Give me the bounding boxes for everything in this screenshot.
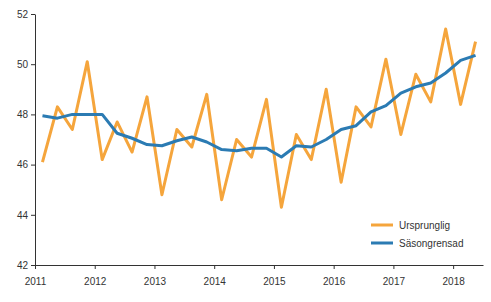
tick: 2017 bbox=[383, 265, 406, 287]
tick-label: 46 bbox=[17, 159, 29, 170]
tick: 2018 bbox=[443, 265, 466, 287]
tick-label: 2013 bbox=[144, 276, 167, 287]
tick: 2012 bbox=[84, 265, 107, 287]
plot: 2011 2012 2013 2014 2015 2016 2017 2018 42 44 46 48… bbox=[17, 9, 484, 287]
tick-label: 2018 bbox=[443, 276, 466, 287]
tick: 48 bbox=[17, 109, 35, 120]
series-line bbox=[42, 55, 475, 157]
tick: 2013 bbox=[144, 265, 167, 287]
tick: 44 bbox=[17, 210, 35, 221]
tick: 46 bbox=[17, 159, 35, 170]
tick: 2015 bbox=[263, 265, 286, 287]
legend-label: Ursprunglig bbox=[399, 220, 450, 231]
tick-mark bbox=[31, 114, 35, 115]
tick-label: 48 bbox=[17, 109, 29, 120]
x-axis: 2011 2012 2013 2014 2015 2016 2017 2018 bbox=[25, 265, 484, 287]
tick: 2011 bbox=[25, 265, 47, 287]
chart: 2011 2012 2013 2014 2015 2016 2017 2018 42 44 46 48… bbox=[0, 0, 491, 302]
tick-mark bbox=[393, 265, 394, 269]
tick-label: 2017 bbox=[383, 276, 406, 287]
tick: 52 bbox=[17, 9, 35, 20]
legend-swatch bbox=[371, 224, 393, 227]
tick-label: 2011 bbox=[25, 276, 47, 287]
tick-mark bbox=[31, 14, 35, 15]
tick-mark bbox=[31, 215, 35, 216]
tick-mark bbox=[154, 265, 155, 269]
tick-label: 2012 bbox=[84, 276, 107, 287]
tick-mark bbox=[214, 265, 215, 269]
tick-label: 50 bbox=[17, 59, 29, 70]
tick-mark bbox=[31, 165, 35, 166]
y-axis: 42 44 46 48 50 52 bbox=[17, 9, 36, 271]
tick-label: 44 bbox=[17, 210, 29, 221]
tick-mark bbox=[334, 265, 335, 269]
tick: 2014 bbox=[204, 265, 227, 287]
tick-label: 42 bbox=[17, 260, 29, 271]
tick-mark bbox=[31, 64, 35, 65]
tick-mark bbox=[35, 265, 36, 269]
tick-label: 2014 bbox=[204, 276, 227, 287]
tick-label: 2016 bbox=[323, 276, 346, 287]
tick-mark bbox=[95, 265, 96, 269]
tick-mark bbox=[31, 265, 35, 266]
tick-mark bbox=[453, 265, 454, 269]
axis-line bbox=[35, 15, 36, 266]
legend-swatch bbox=[371, 242, 393, 245]
tick-label: 2015 bbox=[263, 276, 286, 287]
axis-line bbox=[36, 265, 484, 266]
tick: 2016 bbox=[323, 265, 346, 287]
lines bbox=[42, 29, 475, 207]
series-line bbox=[42, 29, 475, 207]
legend: Ursprunglig Säsongrensad bbox=[371, 220, 464, 249]
tick: 42 bbox=[17, 260, 35, 271]
tick-label: 52 bbox=[17, 9, 29, 20]
tick: 50 bbox=[17, 59, 35, 70]
tick-mark bbox=[274, 265, 275, 269]
legend-label: Säsongrensad bbox=[399, 238, 464, 249]
